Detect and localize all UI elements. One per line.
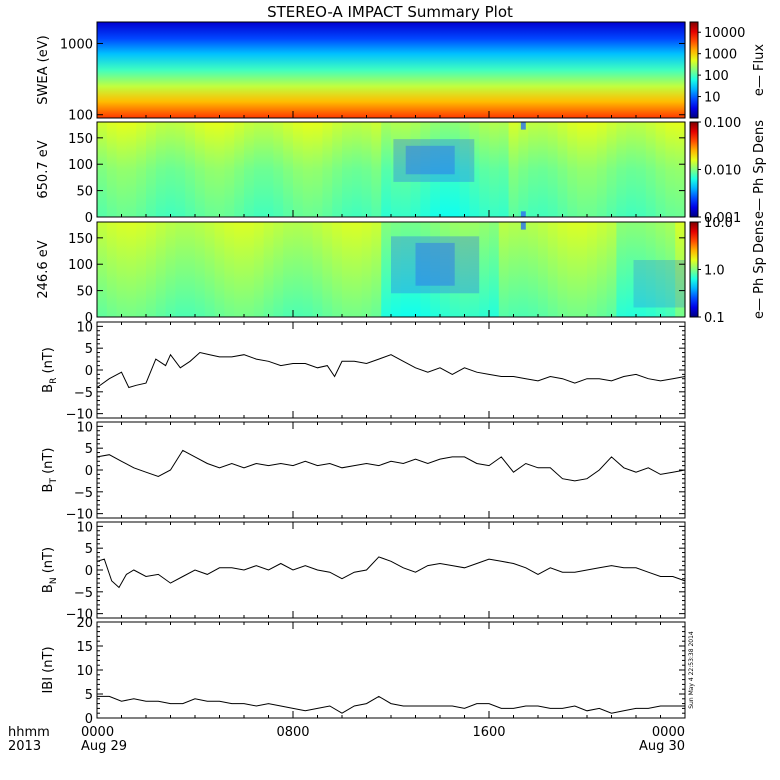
swea-heatmap-colorbar: 10000 1000 100 10 e— Flux — [689, 21, 767, 119]
pad-650-heatmap-colorbar: 0.100 0.010 0.001 e— Ph Sp Dens — [689, 116, 767, 226]
y-axis-label: SWEA (eV) — [36, 35, 51, 104]
bt-line-panel: 10 5 0 −5 −10 BT (nT) — [41, 420, 686, 523]
data-series-line — [97, 695, 685, 714]
colorbar-tick-label: 1.0 — [704, 264, 725, 279]
colorbar-tick-label: 10 — [704, 91, 721, 106]
y-tick-label: 15 — [76, 640, 93, 655]
y-tick-label: −5 — [74, 486, 93, 501]
plot-title: STEREO-A IMPACT Summary Plot — [267, 3, 513, 21]
y-tick-label: 0 — [85, 364, 93, 379]
colorbar-tick-label: 100 — [704, 69, 729, 84]
y-tick-label: 100 — [68, 109, 93, 124]
br-line-panel: 10 5 0 −5 −10 BR (nT) — [41, 320, 686, 423]
colorbar-label: e— Ph Sp Dens — [752, 220, 767, 319]
y-tick-label: 150 — [68, 232, 93, 247]
y-tick-label: 50 — [76, 185, 93, 200]
y-tick-label: 50 — [76, 285, 93, 300]
colorbar-label: e— Ph Sp Dens — [752, 120, 767, 219]
colorbar-tick-label: 10000 — [704, 26, 745, 41]
x-date-label: Aug 30 — [639, 739, 685, 754]
y-tick-label: 5 — [85, 342, 93, 357]
colorbar-tick-label: 0.001 — [704, 211, 741, 226]
y-tick-label: −5 — [74, 586, 93, 601]
y-tick-label: 100 — [68, 258, 93, 273]
y-tick-label: 100 — [68, 158, 93, 173]
pad-246-heatmap: 150 100 50 0 246.6 eV — [36, 221, 686, 326]
data-series-line — [96, 449, 686, 482]
colorbar-tick-label: 1000 — [704, 48, 737, 63]
x-tick-label: 0800 — [276, 725, 309, 740]
y-tick-label: 1000 — [60, 37, 93, 52]
y-tick-label: 10 — [76, 664, 93, 679]
data-series-line — [96, 351, 686, 389]
y-axis-label: BN (nT) — [41, 547, 59, 593]
colorbar-tick-label: 0.100 — [704, 116, 741, 131]
x-tick-label: 1600 — [472, 725, 505, 740]
render-timestamp: Sun May 4 22:53:38 2014 — [688, 631, 695, 709]
y-tick-label: −10 — [66, 508, 93, 523]
y-tick-label: −5 — [74, 386, 93, 401]
y-axis-label: IBI (nT) — [41, 646, 56, 693]
y-tick-label: 5 — [85, 442, 93, 457]
x-tick-label: 0000 — [652, 725, 685, 740]
x-date-label: Aug 29 — [81, 739, 127, 754]
y-tick-label: 0 — [85, 311, 93, 326]
y-tick-label: 10 — [76, 520, 93, 535]
x-tick-label: 0000 — [81, 725, 114, 740]
y-tick-label: 10 — [76, 320, 93, 335]
data-series-line — [96, 556, 686, 589]
colorbar-label: e— Flux — [752, 44, 767, 96]
x-axis-year-label: 2013 — [8, 739, 41, 754]
y-tick-label: 0 — [85, 211, 93, 226]
y-tick-label: 5 — [85, 542, 93, 557]
pad-650-heatmap: 150 100 50 0 650.7 eV — [36, 121, 686, 226]
x-axis-format-label: hhmm — [8, 725, 50, 740]
bn-line-panel: 10 5 0 −5 −10 BN (nT) — [41, 520, 686, 623]
y-axis-label: BR (nT) — [41, 347, 59, 393]
y-tick-label: −10 — [66, 408, 93, 423]
y-tick-label: 20 — [76, 616, 93, 631]
y-tick-label: 150 — [68, 132, 93, 147]
y-tick-label: 5 — [85, 688, 93, 703]
y-tick-label: 0 — [85, 712, 93, 727]
colorbar-tick-label: 0.010 — [704, 164, 741, 179]
colorbar-tick-label: 10.0 — [704, 216, 733, 231]
y-tick-label: 0 — [85, 464, 93, 479]
y-tick-label: 10 — [76, 420, 93, 435]
y-axis-label: BT (nT) — [41, 448, 59, 493]
y-tick-label: −10 — [66, 608, 93, 623]
bmag-line-panel: 20 15 10 5 0 IBI (nT) — [41, 616, 686, 727]
y-axis-label: 246.6 eV — [36, 240, 51, 298]
pad-246-heatmap-colorbar: 10.0 1.0 0.1 e— Ph Sp Dens — [689, 216, 767, 326]
swea-heatmap: 1000 100 SWEA (eV) — [36, 21, 686, 124]
colorbar-tick-label: 0.1 — [704, 311, 725, 326]
y-tick-label: 0 — [85, 564, 93, 579]
y-axis-label: 650.7 eV — [36, 140, 51, 198]
